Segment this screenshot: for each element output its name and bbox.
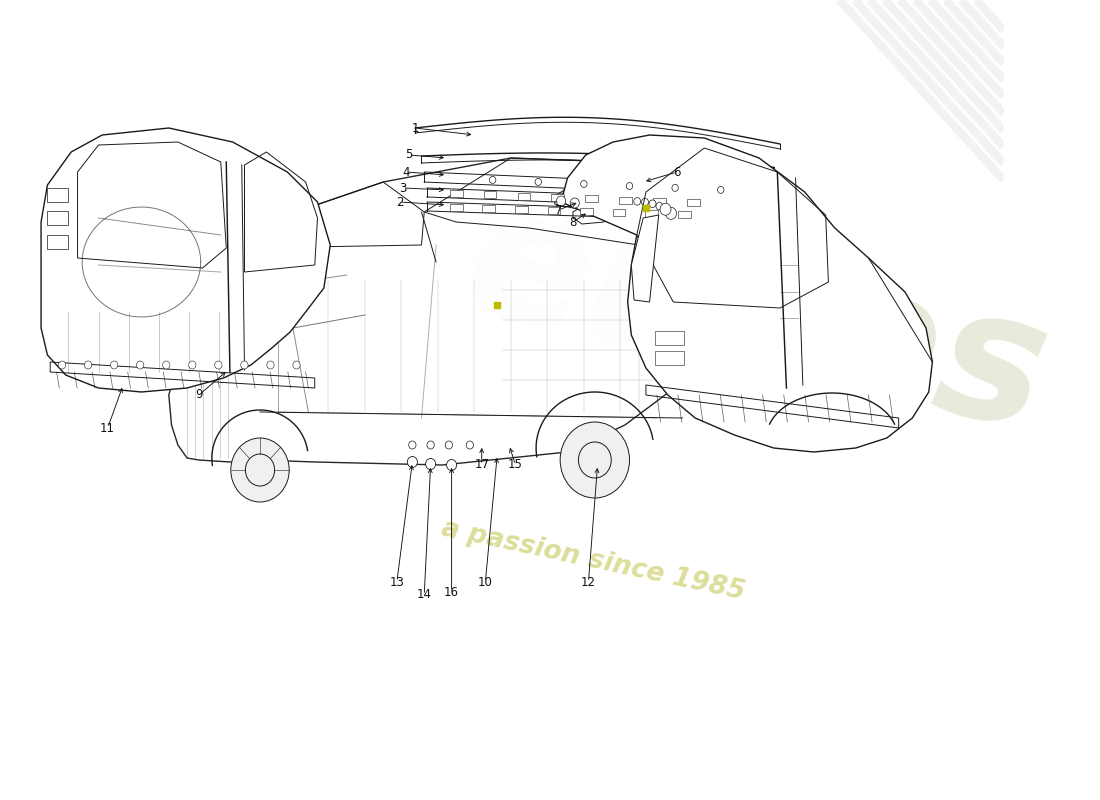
Bar — [656, 351, 684, 365]
Circle shape — [717, 186, 724, 194]
Circle shape — [660, 203, 671, 215]
Circle shape — [110, 361, 118, 369]
Circle shape — [466, 441, 473, 449]
Circle shape — [570, 198, 580, 208]
Circle shape — [490, 176, 496, 183]
Circle shape — [267, 361, 274, 369]
Bar — [47, 235, 67, 249]
Bar — [678, 211, 691, 218]
Polygon shape — [41, 128, 330, 392]
Circle shape — [188, 361, 196, 369]
Text: 5: 5 — [405, 149, 412, 162]
Text: euces: euces — [451, 173, 1063, 467]
Bar — [688, 199, 700, 206]
Circle shape — [666, 207, 676, 219]
Text: 3: 3 — [399, 182, 407, 194]
Bar — [450, 204, 463, 211]
Circle shape — [293, 361, 300, 369]
Bar — [653, 198, 666, 205]
Bar — [551, 194, 564, 201]
Text: 6: 6 — [673, 166, 681, 178]
Bar — [548, 207, 560, 214]
Text: 14: 14 — [417, 589, 431, 602]
Text: 1: 1 — [411, 122, 419, 134]
Circle shape — [409, 441, 416, 449]
Bar — [518, 193, 530, 200]
Circle shape — [163, 361, 169, 369]
Circle shape — [626, 182, 632, 190]
Text: a passion since 1985: a passion since 1985 — [439, 515, 747, 605]
Bar — [515, 206, 528, 213]
Bar — [646, 210, 658, 218]
Circle shape — [634, 198, 640, 205]
Text: 12: 12 — [581, 575, 596, 589]
Circle shape — [672, 184, 679, 191]
Circle shape — [446, 441, 452, 449]
Text: 7: 7 — [554, 203, 562, 217]
Circle shape — [241, 361, 249, 369]
Circle shape — [426, 458, 436, 470]
Polygon shape — [561, 135, 933, 452]
Circle shape — [560, 422, 629, 498]
Text: 13: 13 — [389, 575, 405, 589]
Circle shape — [581, 181, 587, 187]
Text: 17: 17 — [474, 458, 490, 471]
Circle shape — [427, 441, 434, 449]
Circle shape — [662, 206, 669, 213]
Text: 4: 4 — [403, 166, 409, 178]
Bar — [619, 197, 632, 203]
Bar — [47, 211, 67, 225]
Bar — [580, 208, 593, 215]
Bar — [585, 195, 598, 202]
Circle shape — [535, 178, 541, 186]
Circle shape — [58, 361, 66, 369]
Circle shape — [667, 209, 674, 217]
Polygon shape — [168, 158, 703, 465]
Text: 8: 8 — [570, 215, 576, 229]
Circle shape — [85, 361, 91, 369]
Bar — [656, 331, 684, 345]
Bar — [484, 191, 496, 198]
Text: 10: 10 — [477, 575, 493, 589]
Bar — [613, 210, 626, 216]
Text: 9: 9 — [195, 389, 202, 402]
Circle shape — [447, 459, 456, 470]
Bar — [483, 205, 495, 212]
Text: 11: 11 — [100, 422, 116, 434]
Circle shape — [231, 438, 289, 502]
Bar — [450, 190, 463, 197]
Text: 16: 16 — [444, 586, 459, 598]
Circle shape — [656, 202, 663, 210]
Polygon shape — [631, 215, 659, 302]
Text: 15: 15 — [508, 458, 522, 471]
Circle shape — [557, 196, 565, 206]
Bar — [47, 188, 67, 202]
Circle shape — [649, 200, 656, 207]
Text: 2: 2 — [396, 195, 404, 209]
Circle shape — [407, 457, 417, 467]
Circle shape — [136, 361, 144, 369]
Circle shape — [641, 198, 649, 206]
Circle shape — [214, 361, 222, 369]
